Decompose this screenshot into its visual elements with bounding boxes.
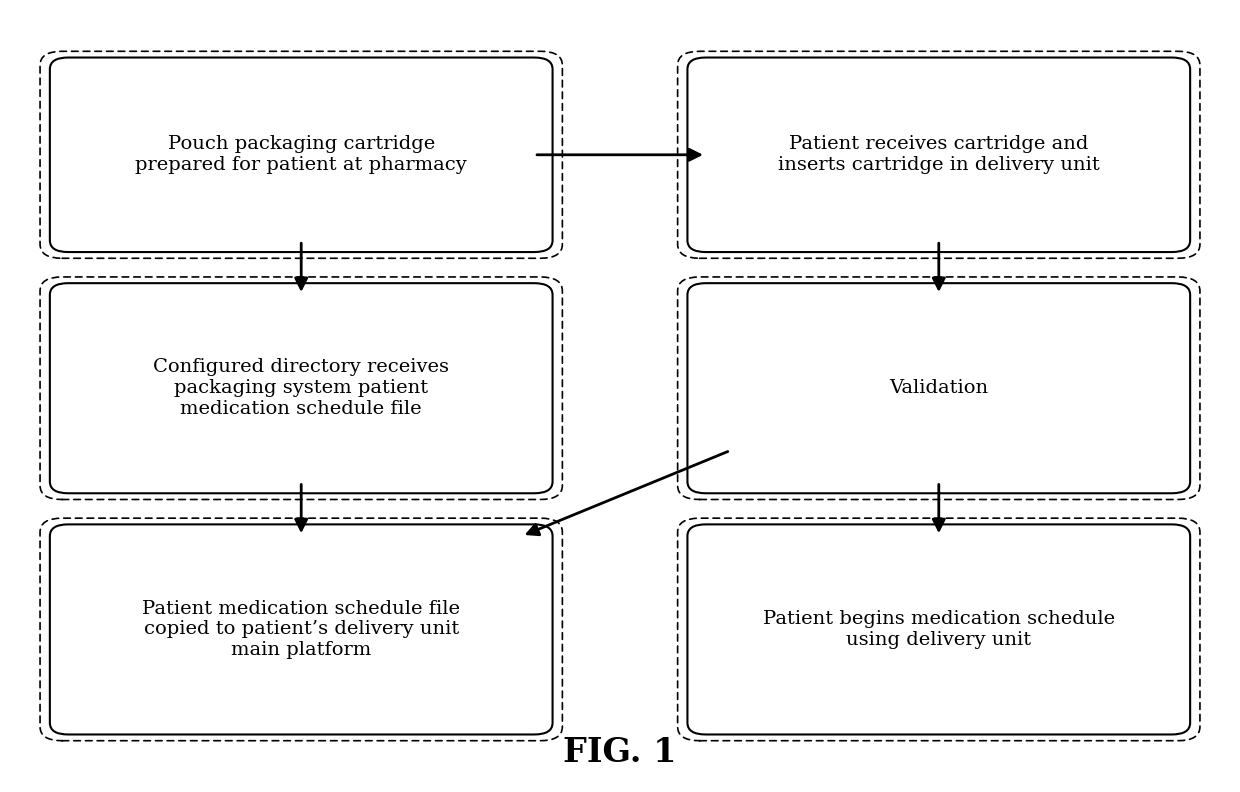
Text: Configured directory receives
packaging system patient
medication schedule file: Configured directory receives packaging … [154, 359, 449, 418]
Text: Pouch packaging cartridge
prepared for patient at pharmacy: Pouch packaging cartridge prepared for p… [135, 135, 467, 174]
FancyBboxPatch shape [687, 524, 1190, 734]
Text: Validation: Validation [889, 379, 988, 398]
Text: Patient medication schedule file
copied to patient’s delivery unit
main platform: Patient medication schedule file copied … [143, 600, 460, 659]
FancyBboxPatch shape [50, 524, 553, 734]
Text: Patient begins medication schedule
using delivery unit: Patient begins medication schedule using… [763, 610, 1115, 649]
Text: FIG. 1: FIG. 1 [563, 737, 677, 770]
FancyBboxPatch shape [50, 284, 553, 493]
Text: Patient receives cartridge and
inserts cartridge in delivery unit: Patient receives cartridge and inserts c… [777, 135, 1100, 174]
FancyBboxPatch shape [687, 58, 1190, 252]
FancyBboxPatch shape [50, 58, 553, 252]
FancyBboxPatch shape [687, 284, 1190, 493]
